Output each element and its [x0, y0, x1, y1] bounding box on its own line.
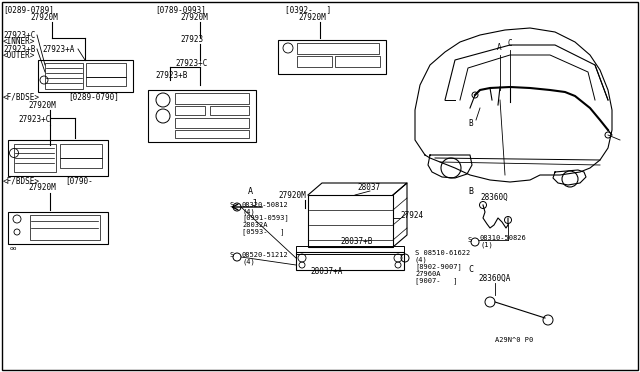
Bar — [148, 90, 256, 142]
Text: 28037: 28037 — [357, 183, 380, 192]
Text: (4): (4) — [415, 257, 428, 263]
Text: 27960A: 27960A — [415, 271, 440, 277]
Text: 27923+C: 27923+C — [175, 58, 207, 67]
Text: [8902-9007]: [8902-9007] — [415, 264, 461, 270]
Text: [0392-   ]: [0392- ] — [285, 6, 332, 15]
Text: [9007-   ]: [9007- ] — [415, 278, 458, 284]
Text: <F/BDSE>: <F/BDSE> — [3, 93, 40, 102]
Text: 28032A: 28032A — [242, 222, 268, 228]
Bar — [175, 118, 249, 128]
Bar — [86, 77, 126, 86]
Bar — [175, 106, 205, 115]
Text: (1): (1) — [480, 242, 493, 248]
Text: A: A — [497, 42, 502, 51]
Text: [0289-0789]: [0289-0789] — [3, 6, 54, 15]
Text: 08320-50812: 08320-50812 — [242, 202, 289, 208]
Bar — [8, 140, 108, 176]
Text: (4): (4) — [242, 209, 255, 215]
Text: 27920M: 27920M — [298, 13, 326, 22]
Bar — [45, 63, 83, 89]
Text: [0789-0993]: [0789-0993] — [155, 6, 206, 15]
Text: S 08510-61622: S 08510-61622 — [415, 250, 470, 256]
Bar — [278, 40, 386, 74]
Bar — [296, 246, 404, 254]
Bar — [308, 195, 393, 247]
Text: 28360Q: 28360Q — [480, 192, 508, 202]
Text: 27923+C: 27923+C — [18, 115, 51, 125]
Bar — [30, 215, 100, 240]
Text: [0991-0593]: [0991-0593] — [242, 215, 289, 221]
Text: 08520-51212: 08520-51212 — [242, 252, 289, 258]
Text: [0289-0790]: [0289-0790] — [68, 93, 119, 102]
Text: 27923+B: 27923+B — [155, 71, 188, 80]
Text: 28360QA: 28360QA — [478, 273, 510, 282]
Text: (4): (4) — [242, 259, 255, 265]
Text: B: B — [468, 187, 473, 196]
Text: C: C — [468, 266, 473, 275]
Text: J: J — [252, 199, 257, 208]
Bar — [86, 63, 126, 77]
Bar — [335, 56, 380, 67]
Bar — [14, 144, 56, 172]
Text: A29N^0 P0: A29N^0 P0 — [495, 337, 533, 343]
Bar — [60, 144, 102, 158]
Bar — [210, 106, 249, 115]
Text: 27923+A: 27923+A — [42, 45, 74, 54]
Text: S: S — [230, 202, 234, 208]
Bar — [296, 252, 404, 270]
Text: C: C — [507, 38, 511, 48]
Text: A: A — [248, 187, 253, 196]
Bar — [60, 158, 102, 168]
Text: <OUTER>: <OUTER> — [3, 51, 35, 61]
Text: 28037+A: 28037+A — [310, 267, 342, 276]
Text: 08310-50826: 08310-50826 — [480, 235, 527, 241]
Text: 27923+B: 27923+B — [3, 45, 35, 54]
Text: [0790-: [0790- — [65, 176, 93, 186]
Text: <F/BDSE>: <F/BDSE> — [3, 176, 40, 186]
Text: 27920M: 27920M — [180, 13, 208, 22]
Text: 27923: 27923 — [180, 35, 203, 45]
Text: S: S — [230, 252, 234, 258]
Bar — [297, 56, 332, 67]
Bar — [38, 60, 133, 92]
Bar — [175, 93, 249, 104]
Text: [0593-   ]: [0593- ] — [242, 229, 285, 235]
Text: 28037+B: 28037+B — [340, 237, 372, 247]
Bar — [175, 130, 249, 138]
Text: 27920M: 27920M — [278, 190, 306, 199]
Text: S: S — [468, 237, 472, 243]
Text: 27920M: 27920M — [28, 100, 56, 109]
Text: 27920M: 27920M — [30, 13, 58, 22]
Text: B: B — [468, 119, 472, 128]
Bar — [8, 212, 108, 244]
Text: 27923+C: 27923+C — [3, 31, 35, 39]
Text: 27924: 27924 — [400, 211, 423, 219]
Text: <INNER>: <INNER> — [3, 38, 35, 46]
Text: oo: oo — [10, 246, 17, 250]
Text: 27920M: 27920M — [28, 183, 56, 192]
Bar — [297, 43, 379, 54]
